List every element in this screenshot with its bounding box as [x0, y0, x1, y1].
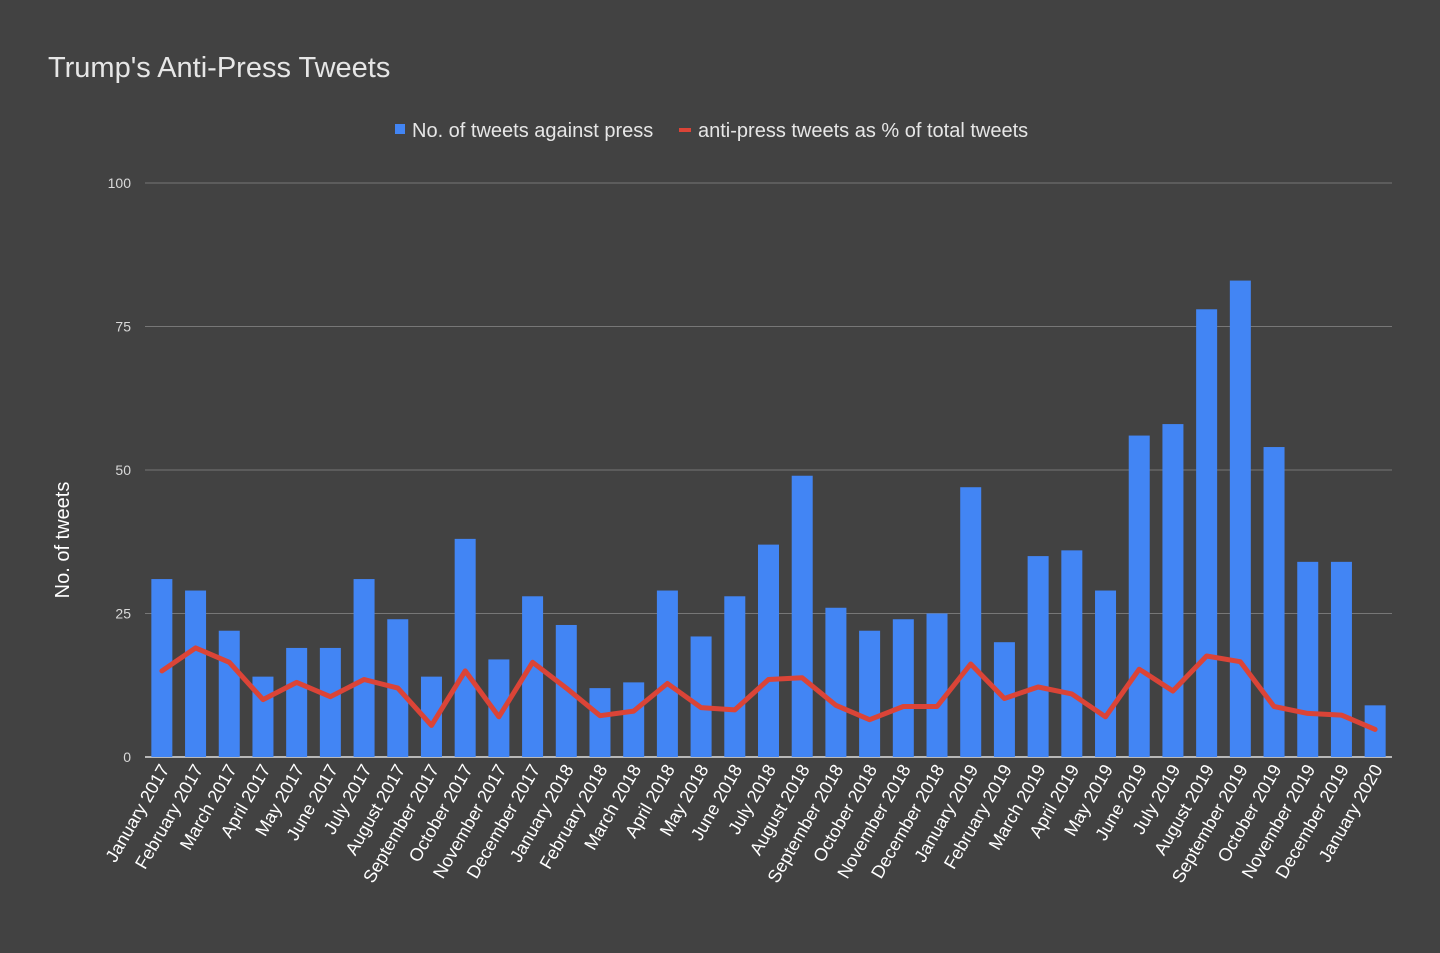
bar: [1330, 561, 1352, 757]
bar: [623, 682, 645, 757]
y-tick-label: 100: [108, 175, 132, 191]
bar: [791, 475, 813, 757]
chart-title: Trump's Anti-Press Tweets: [48, 52, 390, 84]
bar: [1229, 280, 1251, 757]
bar: [859, 630, 881, 757]
y-axis-label: No. of tweets: [52, 482, 74, 599]
bar: [1027, 556, 1049, 757]
y-tick-label: 75: [115, 319, 131, 335]
bar: [1162, 424, 1184, 757]
bar: [1297, 561, 1319, 757]
bar: [319, 647, 341, 757]
bar: [353, 579, 375, 757]
bar: [926, 613, 948, 757]
bar: [1196, 309, 1218, 757]
bar: [690, 636, 712, 757]
y-tick-label: 50: [115, 462, 131, 478]
legend-swatch-line: [679, 128, 691, 132]
bar: [420, 676, 442, 757]
bar: [1263, 447, 1285, 757]
legend: No. of tweets against press anti-press t…: [395, 120, 1028, 142]
bar: [758, 544, 779, 757]
bar: [825, 607, 847, 757]
y-tick-label: 25: [115, 606, 131, 622]
bar: [286, 647, 308, 757]
bar: [488, 659, 510, 757]
legend-label-line: anti-press tweets as % of total tweets: [698, 120, 1028, 142]
series-line: [159, 645, 1378, 732]
bar: [454, 538, 476, 757]
bar: [1061, 550, 1083, 757]
bar: [218, 630, 240, 757]
bar: [185, 590, 207, 757]
bar: [1128, 435, 1150, 757]
bar: [656, 590, 678, 757]
y-tick-label: 0: [123, 749, 131, 765]
bar: [1095, 590, 1117, 757]
legend-swatch-bars: [395, 124, 405, 134]
bar: [522, 596, 544, 757]
legend-label-bars: No. of tweets against press: [412, 120, 653, 142]
bars: [151, 280, 1386, 757]
y-axis-ticks: 0 25 50 75 100: [108, 175, 132, 765]
line-series: [159, 645, 1378, 732]
bar: [724, 596, 746, 757]
bar: [892, 619, 914, 757]
bar: [589, 688, 611, 757]
bar: [960, 487, 982, 757]
